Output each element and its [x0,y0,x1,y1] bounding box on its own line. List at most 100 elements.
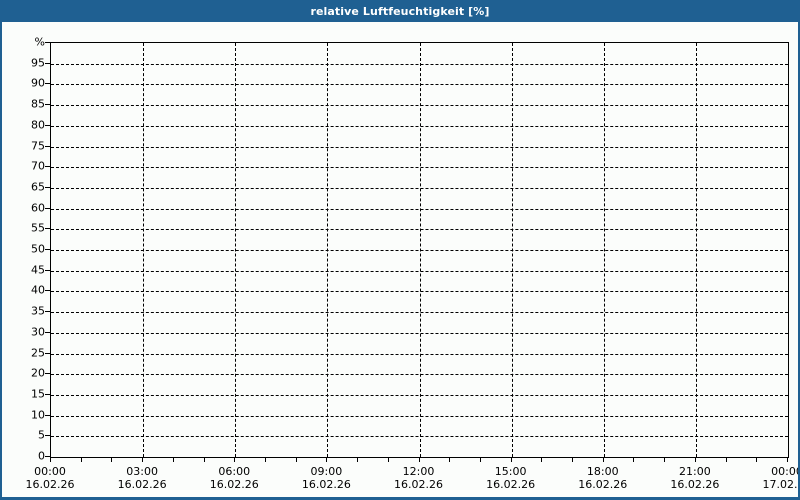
y-axis-tick [45,352,50,354]
y-axis-tick [45,124,50,126]
x-axis-tick-date: 16.02.26 [670,478,720,491]
x-axis-tick [234,457,236,462]
gridline-vertical [143,43,145,457]
x-axis-tick [418,457,420,462]
x-axis-tick [787,457,788,462]
gridline-vertical [419,43,421,457]
page-title: relative Luftfeuchtigkeit [%] [310,4,490,18]
y-axis-tick [45,166,50,168]
y-axis-tick-label: 85 [31,97,45,111]
y-axis-tick [45,290,50,292]
y-axis-tick [45,311,50,313]
x-axis-tick [756,457,758,462]
x-axis-tick [541,457,543,462]
gridline-vertical [235,43,237,457]
x-axis-tick-time: 00:00 [771,465,800,478]
x-axis-tick-date: 16.02.26 [209,478,259,491]
y-axis-tick [45,414,50,416]
x-axis-tick-time: 09:00 [310,465,343,478]
y-axis-tick [45,331,50,333]
x-axis-tick [664,457,666,462]
x-axis-tick-time: 18:00 [586,465,619,478]
y-axis-tick-label: 5 [38,428,45,442]
y-axis-tick-label: 0 [38,449,45,463]
x-axis-tick [111,457,113,462]
gridline-vertical [511,43,513,457]
y-axis-tick-label: 35 [31,304,45,318]
y-axis-tick-label: 70 [31,159,45,173]
x-axis-tick [264,457,266,462]
window-title-bar: relative Luftfeuchtigkeit [%] [2,0,798,22]
y-axis-tick-label: 15 [31,387,45,401]
x-axis-tick-time: 15:00 [494,465,527,478]
x-axis-tick-date: 16.02.26 [25,478,75,491]
x-axis-tick-time: 21:00 [679,465,711,478]
y-axis-tick [45,145,50,147]
x-axis-tick [602,457,604,462]
y-axis-tick [45,62,50,64]
y-axis-tick-label: 90 [31,76,45,90]
y-axis-tick-label: 55 [31,221,45,235]
x-axis-tick-time: 03:00 [126,465,158,478]
x-axis-tick-date: 16.02.26 [394,478,443,491]
y-axis-tick [45,269,50,271]
y-axis-tick [45,456,50,457]
x-axis-tick-date: 16.02.26 [117,478,167,491]
y-axis-tick-label: 40 [31,283,45,297]
y-axis-tick-label: 75 [31,139,45,152]
x-axis-tick [326,457,328,462]
y-axis-unit-label: % [34,35,45,49]
x-axis-tick [357,457,359,462]
x-axis-tick [142,457,144,462]
x-axis-tick [50,457,51,462]
x-axis-tick-label: 06:00 16.02.26 [189,465,279,491]
x-axis-tick-label: 15:00 16.02.26 [466,465,556,491]
x-axis-tick [387,457,389,462]
x-axis-tick [295,457,297,462]
x-axis-tick-date: 17.02.26 [762,478,799,491]
y-axis-tick-label: 45 [31,263,45,277]
y-axis-tick-label: 60 [31,201,45,215]
x-axis-tick [479,457,481,462]
x-axis-tick-label: 21:00 16.02.26 [650,465,740,491]
x-axis-tick-time: 06:00 [218,465,251,478]
y-axis-tick-label: 95 [31,56,45,70]
y-axis-tick [45,393,50,395]
x-axis-tick [572,457,574,462]
x-axis-tick [449,457,451,462]
x-axis-tick [203,457,205,462]
x-axis-tick-label: 00:00 16.02.26 [5,465,95,491]
y-axis-tick-label: 20 [31,366,45,380]
y-axis-tick-label: 50 [31,242,45,256]
y-axis-tick-label: 65 [31,180,45,194]
chart-canvas: 0 5 10 15 20 25 30 35 40 45 50 55 60 65 70 75 80 85 90 95% … [2,22,800,497]
y-axis-tick-label: 80 [31,118,45,132]
y-axis-tick-label: 30 [31,325,45,339]
x-axis-tick-label: 18:00 16.02.26 [558,465,648,491]
y-axis-tick [45,186,50,188]
y-axis-tick [45,104,50,106]
x-axis-tick-label: 03:00 16.02.26 [97,465,187,491]
data-series-layer [51,43,788,457]
x-axis-tick [80,457,82,462]
x-axis-tick-time: 00:00 [34,465,66,478]
gridline-vertical [327,43,329,457]
x-axis-tick-label: 09:00 16.02.26 [281,465,371,491]
x-axis-tick [725,457,727,462]
y-axis-tick-label: 25 [31,346,45,359]
gridline-vertical [603,43,605,457]
x-axis-tick-label: 12:00 16.02.26 [374,465,464,491]
x-axis-tick-date: 16.02.26 [486,478,536,491]
x-axis-tick [694,457,696,462]
x-axis-tick-time: 12:00 [402,465,435,478]
x-axis-tick [510,457,512,462]
x-axis-tick-date: 16.02.26 [578,478,628,491]
y-axis-tick [45,249,50,250]
y-axis-tick [45,42,50,43]
y-axis-tick-label: 10 [31,408,45,422]
plot-area [50,42,789,458]
y-axis-tick [45,373,50,375]
x-axis-tick [172,457,174,462]
